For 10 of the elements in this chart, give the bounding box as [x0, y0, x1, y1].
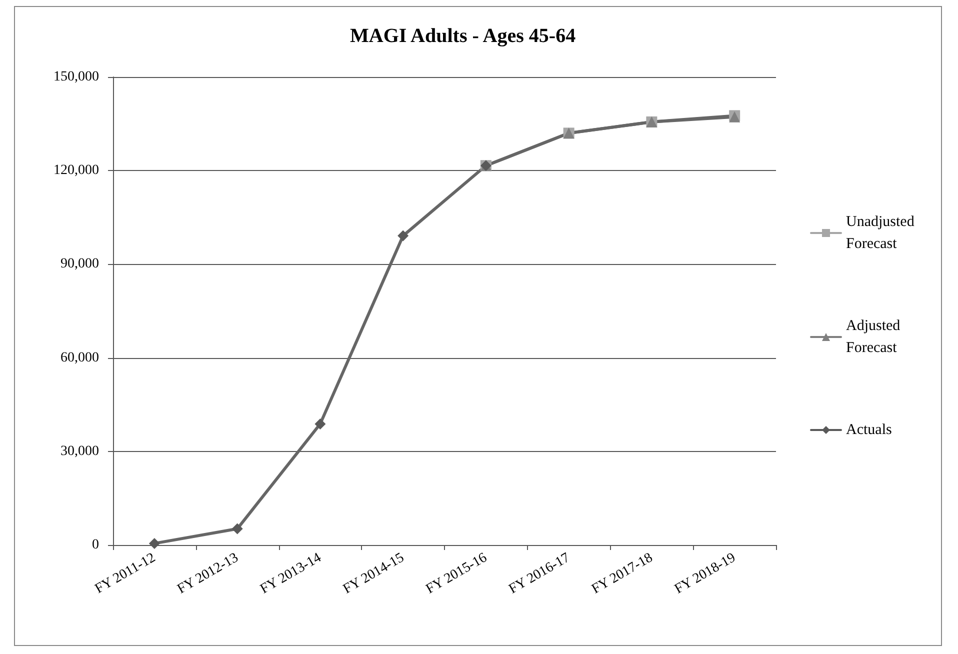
y-tick-label: 30,000 — [60, 444, 99, 459]
y-tick-label: 60,000 — [60, 350, 99, 366]
y-tick-label: 0 — [92, 538, 99, 552]
y-tick-label: 90,000 — [60, 256, 99, 272]
legend-label: Unadjusted Forecast — [846, 214, 918, 252]
y-tick-label: 150,000 — [54, 70, 99, 84]
chart-title: MAGI Adults - Ages 45-64 — [350, 25, 576, 47]
y-tick-label: 120,000 — [54, 163, 99, 178]
legend-label: Adjusted Forecast — [846, 318, 904, 356]
legend-label: Actuals — [846, 422, 892, 438]
